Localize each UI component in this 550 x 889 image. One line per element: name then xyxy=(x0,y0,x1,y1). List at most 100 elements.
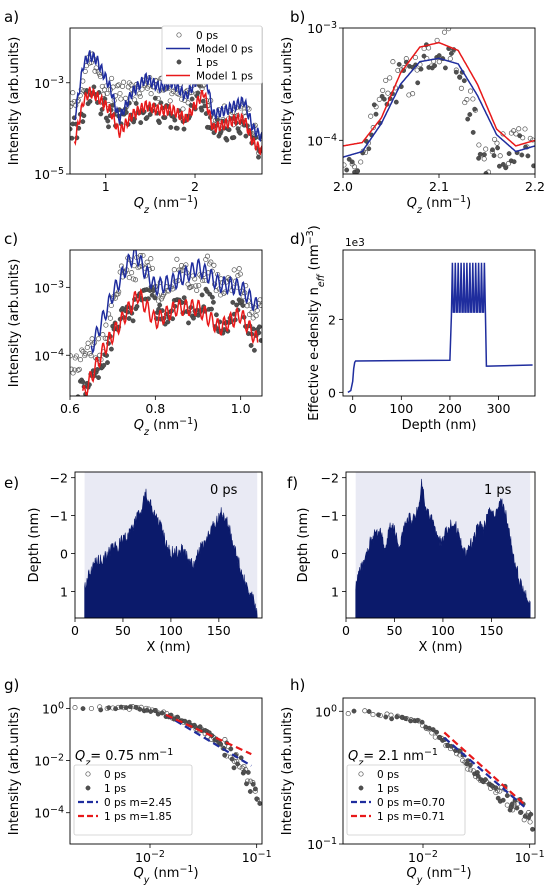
tick-label: 10−1 xyxy=(242,849,272,866)
axes-frame xyxy=(342,27,536,175)
data-point-1ps xyxy=(98,111,104,117)
data-point-0ps xyxy=(79,347,85,353)
panel-label: b) xyxy=(290,8,305,26)
text-part: ) xyxy=(466,866,471,881)
legend-label: Model 0 ps xyxy=(196,44,253,56)
text-part: (nm xyxy=(307,244,322,274)
x-axis-label: Qy (nm−1) xyxy=(406,864,471,886)
data-point-1ps xyxy=(530,826,535,832)
data-point-0ps xyxy=(90,341,96,347)
text-part: Q xyxy=(348,749,358,764)
y-tick-label: −1 xyxy=(321,509,339,524)
x-tick-label: 0 xyxy=(349,401,357,416)
data-point-1ps xyxy=(152,708,158,713)
data-point-0ps xyxy=(380,87,386,93)
data-point-0ps xyxy=(148,91,154,97)
text-part: −1 xyxy=(424,747,438,758)
text-part: 10 xyxy=(34,76,50,91)
text-part: 10 xyxy=(515,850,531,865)
axes-frame xyxy=(342,249,536,397)
data-point-1ps xyxy=(493,785,499,791)
data-point-1ps xyxy=(531,163,535,169)
data-point-0ps xyxy=(395,67,401,73)
data-point-0ps xyxy=(494,140,500,146)
data-point-0ps xyxy=(492,136,498,142)
panel-label: h) xyxy=(290,676,305,694)
text-part: z xyxy=(143,427,150,438)
data-point-0ps xyxy=(362,708,368,714)
data-point-1ps xyxy=(80,119,86,125)
data-point-1ps xyxy=(247,789,253,794)
data-point-1ps xyxy=(209,294,215,300)
axes-frame xyxy=(342,697,536,845)
data-point-1ps xyxy=(358,176,362,180)
data-point-1ps xyxy=(430,727,436,732)
data-point-1ps xyxy=(467,112,473,117)
data-point-1ps xyxy=(371,102,377,108)
data-point-0ps xyxy=(476,142,482,148)
x-tick-label: 2 xyxy=(191,179,199,194)
text-part: −1 xyxy=(531,849,545,860)
data-point-0ps xyxy=(107,315,113,321)
data-point-1ps xyxy=(256,154,261,160)
data-point-0ps xyxy=(78,86,84,93)
data-point-1ps xyxy=(519,152,525,158)
data-point-0ps xyxy=(522,126,528,132)
data-point-1ps xyxy=(453,69,459,75)
data-point-1ps xyxy=(528,811,534,817)
y-tick-label: 0 xyxy=(60,547,68,562)
data-point-1ps xyxy=(254,796,260,802)
legend-label: 1 ps xyxy=(196,57,218,69)
data-point-0ps xyxy=(208,259,214,265)
data-point-1ps xyxy=(168,125,174,130)
data-point-1ps xyxy=(155,711,161,717)
legend-label: Model 1 ps xyxy=(196,71,253,83)
data-point-0ps xyxy=(511,128,517,134)
panel-series-label: 0 ps xyxy=(210,483,238,498)
data-point-0ps xyxy=(171,267,177,273)
text-part: (nm xyxy=(149,418,179,433)
data-point-1ps xyxy=(85,785,91,791)
text-part: −1 xyxy=(452,194,466,205)
data-point-0ps xyxy=(92,68,98,74)
data-point-1ps xyxy=(81,113,87,119)
text-part: = 0.75 nm xyxy=(90,749,159,764)
data-point-0ps xyxy=(370,712,376,718)
data-point-1ps xyxy=(118,704,124,710)
data-point-1ps xyxy=(174,125,180,131)
data-point-0ps xyxy=(180,106,186,112)
data-point-1ps xyxy=(191,315,196,321)
data-point-1ps xyxy=(483,171,489,174)
data-point-0ps xyxy=(387,75,393,81)
text-part: Q xyxy=(134,418,144,433)
data-point-0ps xyxy=(467,767,473,773)
text-part: 10 xyxy=(307,133,323,148)
data-point-1ps xyxy=(467,762,473,768)
y-axis-label: Depth (nm) xyxy=(27,508,42,583)
data-point-1ps xyxy=(349,159,355,165)
data-point-0ps xyxy=(516,126,522,132)
data-point-1ps xyxy=(393,99,399,105)
data-point-0ps xyxy=(70,370,76,376)
data-point-1ps xyxy=(134,303,140,309)
data-point-1ps xyxy=(199,292,205,298)
data-point-0ps xyxy=(185,100,191,106)
data-point-0ps xyxy=(483,146,489,152)
data-point-1ps xyxy=(133,704,139,710)
text-part: 10 xyxy=(34,167,50,182)
text-part: −1 xyxy=(179,864,193,875)
data-point-0ps xyxy=(465,766,471,772)
data-point-0ps xyxy=(85,340,91,346)
data-point-1ps xyxy=(156,120,162,126)
data-point-1ps xyxy=(490,147,495,153)
x-tick-label: 150 xyxy=(207,623,231,638)
text-part: ) xyxy=(307,225,322,230)
data-point-1ps xyxy=(172,117,178,123)
fit-line-fit0 xyxy=(165,713,252,767)
data-point-0ps xyxy=(200,277,206,284)
data-point-0ps xyxy=(253,313,259,319)
text-part: z xyxy=(416,205,423,216)
text-part: −1 xyxy=(159,747,173,758)
panel-series-label: 1 ps xyxy=(484,483,512,498)
